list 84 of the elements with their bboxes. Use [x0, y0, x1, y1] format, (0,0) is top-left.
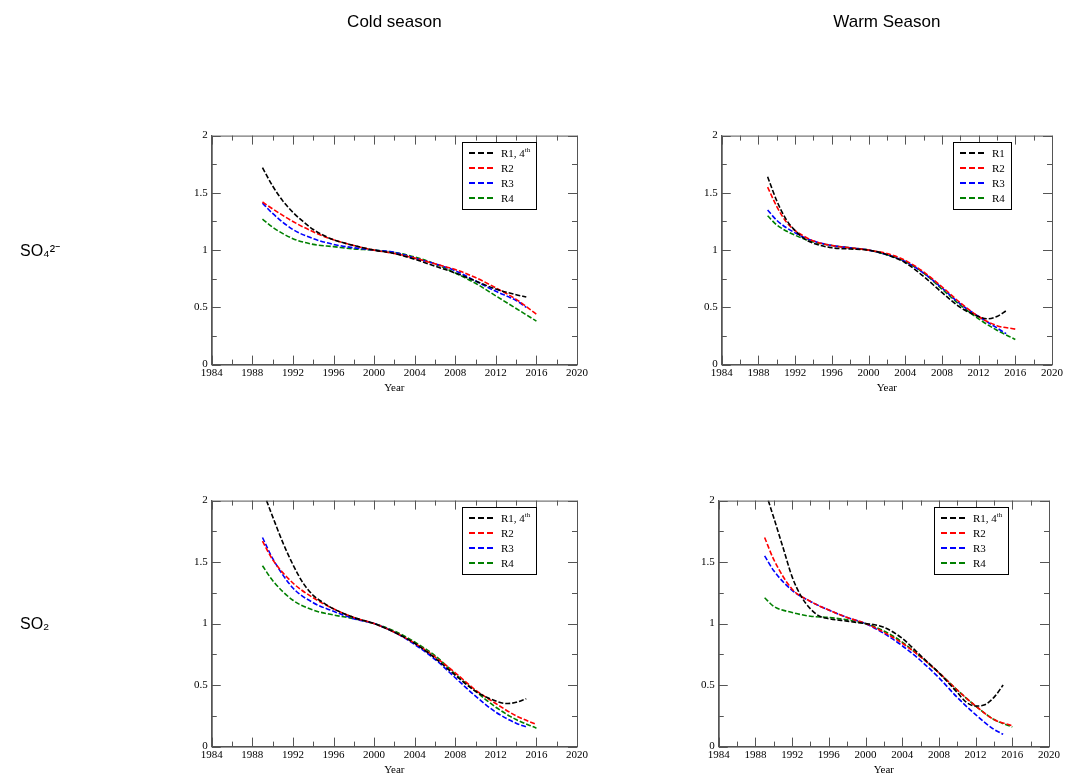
- y-axis-title: SO₄²⁻: [20, 241, 60, 262]
- y-tick-label: 1: [202, 616, 208, 629]
- x-tick-label: 2004: [894, 366, 917, 379]
- legend-label: R3: [973, 540, 986, 556]
- y-tick-label: 1: [712, 242, 718, 255]
- y-tick-label: 0.5: [194, 677, 209, 690]
- x-tick-label: 1996: [322, 748, 345, 761]
- x-tick-label: 2012: [964, 748, 987, 761]
- y-tick-label: 2: [712, 128, 718, 141]
- line-series: [261, 166, 528, 298]
- x-tick-label: 2016: [1001, 748, 1024, 761]
- y-tick-label: 1: [202, 242, 208, 255]
- legend-label: R2: [501, 525, 514, 541]
- x-axis-title: Year: [873, 763, 895, 776]
- legend-label: R2: [992, 160, 1005, 176]
- legend-label: R4: [501, 190, 514, 206]
- legend-label: R1, 4$^{th}$: [973, 510, 1003, 526]
- y-tick-label: 1.5: [701, 554, 716, 567]
- legend-label: R2: [501, 160, 514, 176]
- legend-label: R1: [992, 145, 1005, 161]
- x-tick-label: 2012: [484, 366, 507, 379]
- y-tick-label: 2: [202, 493, 208, 506]
- y-tick-label: 2: [202, 128, 208, 141]
- chart-title: Warm Season: [833, 12, 941, 32]
- legend-label: R2: [973, 525, 986, 541]
- x-tick-label: 1996: [322, 366, 345, 379]
- y-tick-label: 2: [709, 493, 715, 506]
- x-tick-label: 2004: [891, 748, 914, 761]
- line-series: [265, 500, 528, 705]
- legend-label: R3: [501, 175, 514, 191]
- x-tick-label: 2008: [444, 366, 467, 379]
- x-tick-label: 1992: [781, 748, 804, 761]
- x-tick-label: 1992: [281, 366, 304, 379]
- legend-label: R1, 4$^{th}$: [501, 145, 531, 161]
- y-axis-title: SO₂: [20, 614, 50, 633]
- x-tick-label: 2000: [854, 748, 878, 761]
- x-axis-title: Year: [384, 381, 405, 394]
- x-tick-label: 1988: [241, 748, 264, 761]
- x-axis-title: Year: [876, 381, 898, 394]
- x-tick-label: 2012: [484, 748, 507, 761]
- x-tick-label: 1992: [281, 748, 304, 761]
- x-tick-label: 2004: [403, 748, 427, 761]
- chart-title: Cold season: [347, 12, 442, 32]
- y-tick-label: 1.5: [194, 554, 209, 567]
- line-series: [261, 218, 538, 322]
- legend-label: R1, 4$^{th}$: [501, 510, 531, 526]
- legend-label: R4: [992, 190, 1005, 206]
- y-tick-label: 1.5: [194, 185, 209, 198]
- x-axis-title: Year: [384, 763, 405, 776]
- line-series: [766, 186, 1017, 330]
- x-tick-label: 2000: [363, 748, 386, 761]
- x-tick-label: 2012: [967, 366, 990, 379]
- x-tick-label: 2016: [525, 366, 548, 379]
- x-tick-label: 2008: [930, 366, 954, 379]
- line-series: [767, 500, 1004, 707]
- x-tick-label: 2020: [1038, 748, 1061, 761]
- x-tick-label: 1996: [817, 748, 841, 761]
- y-tick-label: 1: [709, 616, 715, 629]
- x-tick-label: 1996: [820, 366, 844, 379]
- y-tick-label: 1.5: [704, 185, 719, 198]
- line-series: [763, 536, 1014, 727]
- x-tick-label: 2004: [403, 366, 427, 379]
- x-tick-label: 2020: [1041, 366, 1064, 379]
- x-tick-label: 2016: [1004, 366, 1027, 379]
- x-tick-label: 1988: [241, 366, 264, 379]
- line-series: [766, 176, 1007, 320]
- x-tick-label: 2008: [927, 748, 951, 761]
- x-tick-label: 1988: [744, 748, 767, 761]
- legend-label: R3: [992, 175, 1005, 191]
- x-tick-label: 2020: [566, 366, 589, 379]
- legend-label: R3: [501, 540, 514, 556]
- y-tick-label: 0.5: [704, 300, 719, 313]
- legend-label: R4: [973, 555, 986, 571]
- x-tick-label: 2000: [363, 366, 386, 379]
- legend-label: R4: [501, 555, 514, 571]
- x-tick-label: 2000: [857, 366, 881, 379]
- line-series: [763, 555, 1004, 736]
- x-tick-label: 2016: [525, 748, 548, 761]
- x-tick-label: 2020: [566, 748, 589, 761]
- x-tick-label: 1992: [784, 366, 807, 379]
- x-tick-label: 1988: [747, 366, 770, 379]
- y-tick-label: 0.5: [701, 677, 716, 690]
- y-tick-label: 0.5: [194, 300, 209, 313]
- x-tick-label: 2008: [444, 748, 467, 761]
